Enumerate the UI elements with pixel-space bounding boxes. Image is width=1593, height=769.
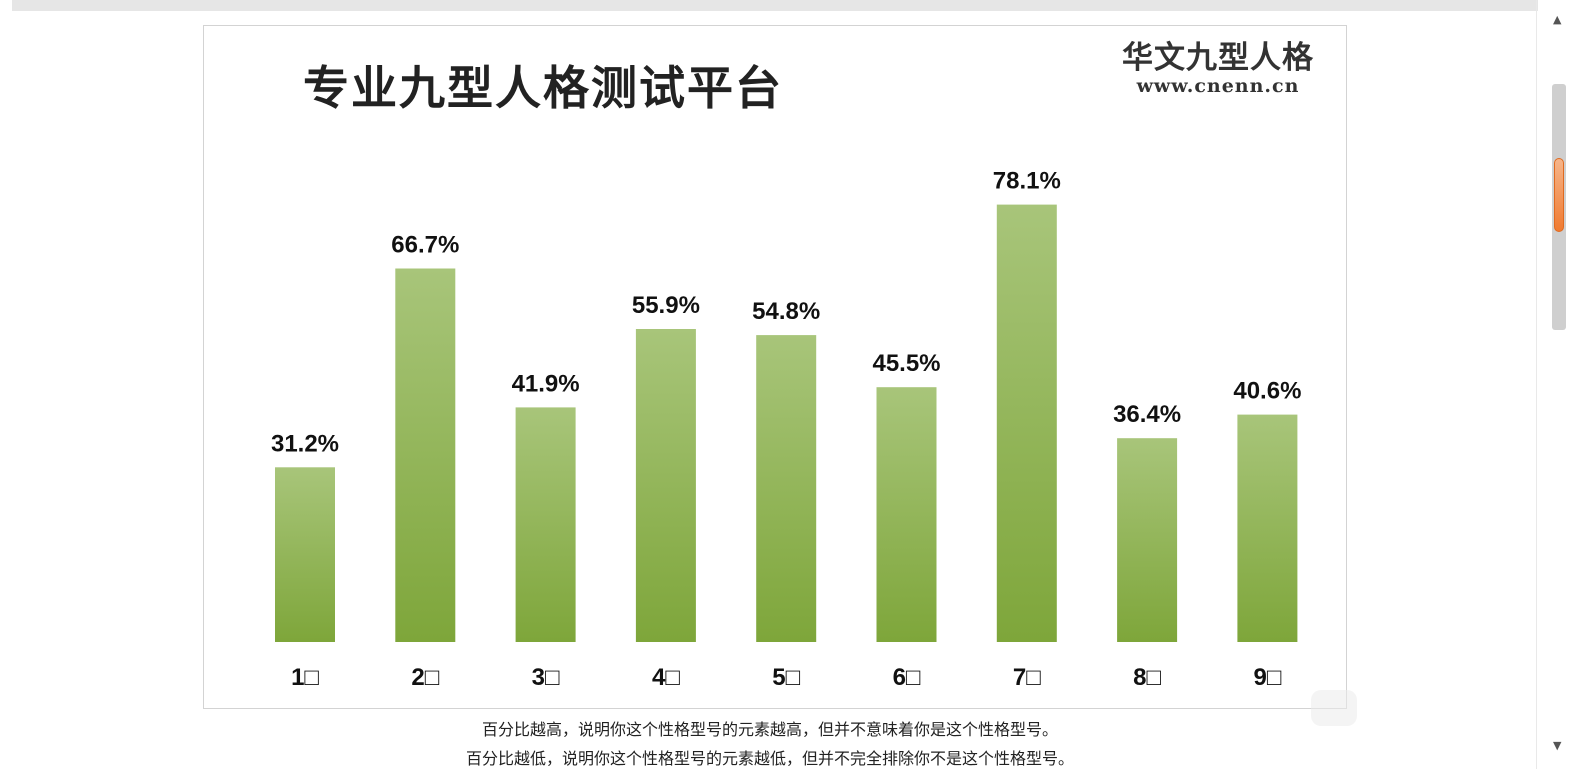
category-label-1: 1□: [291, 664, 319, 691]
bar-2: [395, 268, 456, 642]
category-label-2: 2□: [411, 664, 439, 691]
category-label-3: 3□: [532, 664, 560, 691]
scroll-thumb[interactable]: [1554, 158, 1564, 232]
category-label-8: 8□: [1133, 664, 1161, 691]
value-label-6: 45.5%: [872, 350, 940, 377]
bar-7: [996, 204, 1057, 642]
bar-6: [876, 387, 937, 642]
category-label-9: 9□: [1253, 664, 1281, 691]
brand-url: www.cnenn.cn: [1136, 75, 1300, 97]
page-edge: [1536, 0, 1537, 769]
value-label-3: 41.9%: [512, 370, 580, 397]
bar-8: [1117, 438, 1178, 642]
caption-line-2: 百分比越低，说明你这个性格型号的元素越低，但并不完全排除你不是这个性格型号。: [465, 749, 1074, 768]
bar-1: [275, 467, 335, 642]
bar-9: [1237, 414, 1298, 642]
bar-3: [515, 407, 576, 642]
top-strip: [12, 0, 1538, 11]
scroll-up-arrow-icon[interactable]: ▲: [1553, 13, 1562, 26]
corner-badge[interactable]: [1311, 690, 1357, 726]
bar-5: [756, 335, 817, 642]
brand-logo: 华文九型人格 www.cnenn.cn: [1118, 40, 1318, 96]
value-label-2: 66.7%: [391, 232, 459, 259]
value-label-8: 36.4%: [1113, 401, 1181, 428]
scroll-down-arrow-icon[interactable]: ▼: [1553, 739, 1562, 752]
category-label-6: 6□: [893, 664, 921, 691]
category-label-5: 5□: [772, 664, 800, 691]
caption-line-1: 百分比越高，说明你这个性格型号的元素越高，但并不意味着你是这个性格型号。: [481, 720, 1058, 739]
chart-title: 专业九型人格测试平台: [303, 61, 783, 115]
value-label-4: 55.9%: [632, 292, 700, 319]
brand-name: 华文九型人格: [1122, 40, 1314, 76]
value-label-5: 54.8%: [752, 298, 820, 325]
value-label-9: 40.6%: [1233, 378, 1301, 405]
category-label-4: 4□: [652, 664, 680, 691]
bar-4: [635, 329, 696, 642]
category-label-7: 7□: [1013, 664, 1041, 691]
value-label-7: 78.1%: [993, 168, 1061, 195]
bars-group: 31.2% 1□ 66.7% 2□ 41.9% 3□ 55.9% 4□ 54.8% 5□ 45.5%…: [271, 168, 1301, 691]
value-label-1: 31.2%: [271, 430, 339, 457]
